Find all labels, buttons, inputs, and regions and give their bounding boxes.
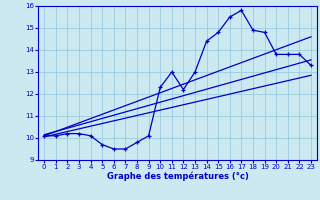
X-axis label: Graphe des températures (°c): Graphe des températures (°c) [107, 172, 249, 181]
